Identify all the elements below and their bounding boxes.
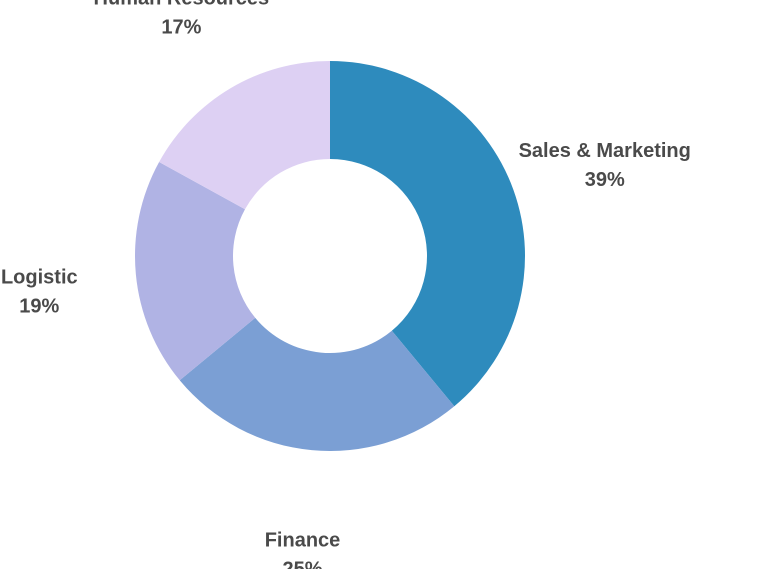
slice-logistic bbox=[135, 162, 256, 381]
slice-value-sales-and-marketing: 39% bbox=[585, 169, 625, 191]
donut-slices bbox=[135, 61, 526, 451]
slice-value-logistic: 19% bbox=[19, 295, 59, 317]
slice-sales-and-marketing bbox=[330, 61, 526, 407]
slice-label-finance: Finance bbox=[265, 530, 341, 552]
slice-label-logistic: Logistic bbox=[1, 266, 78, 288]
donut-labels: Sales & Marketing 39% Finance 25% Logistic 19… bbox=[1, 0, 691, 569]
slice-finance bbox=[179, 317, 455, 451]
slice-value-human-resources: 17% bbox=[161, 17, 201, 39]
slice-label-sales-and-marketing: Sales & Marketing bbox=[519, 140, 691, 162]
slice-human-resources bbox=[159, 61, 330, 210]
slice-label-human-resources: Human Resources bbox=[94, 0, 270, 10]
slice-value-finance: 25% bbox=[283, 559, 323, 569]
